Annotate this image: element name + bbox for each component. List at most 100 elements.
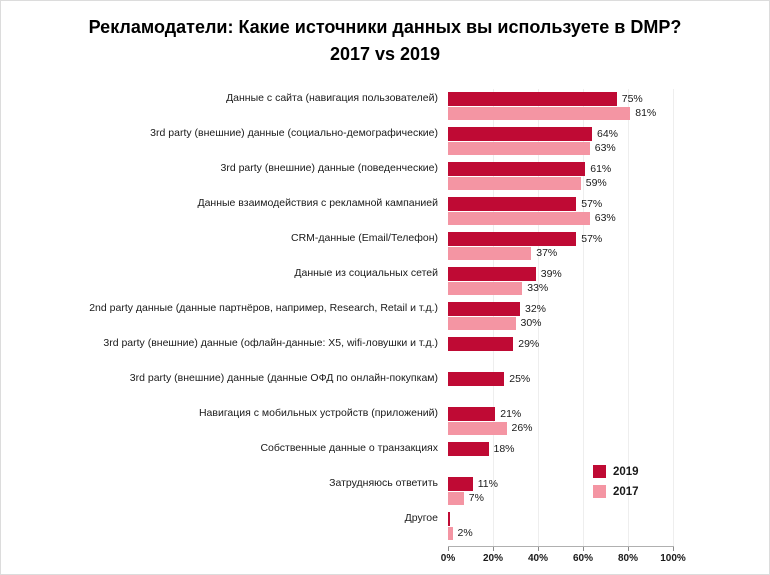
value-label: 26% <box>511 422 533 435</box>
category-bars: 75% 81% <box>448 89 769 124</box>
category-bars: 29% <box>448 334 769 369</box>
gridline <box>673 89 674 546</box>
category-label: Данные с сайта (навигация пользователей) <box>226 92 438 104</box>
value-label: 21% <box>500 407 522 420</box>
category-row: 3rd party (внешние) данные (поведенчески… <box>1 159 769 194</box>
category-row: 3rd party (внешние) данные (данные ОФД п… <box>1 369 769 404</box>
bar-line-2019: 57% <box>448 197 769 211</box>
category-label: 3rd party (внешние) данные (социально-де… <box>150 127 438 139</box>
chart-title-line1: Рекламодатели: Какие источники данных вы… <box>88 17 682 37</box>
bar-line-2017: 37% <box>448 246 769 260</box>
category-row: CRM-данные (Email/Телефон) 57% 37% <box>1 229 769 264</box>
value-label: 57% <box>581 197 603 210</box>
category-label: 3rd party (внешние) данные (офлайн-данны… <box>103 337 438 349</box>
value-label: 25% <box>509 372 531 385</box>
bar-2019 <box>448 162 586 176</box>
bar-2019 <box>448 232 577 246</box>
bar-line-2019 <box>448 512 769 526</box>
value-label: 57% <box>581 232 603 245</box>
value-label: 18% <box>493 442 515 455</box>
bar-2017 <box>448 491 464 505</box>
bar-2019 <box>448 302 520 316</box>
category-row: 3rd party (внешние) данные (офлайн-данны… <box>1 334 769 369</box>
bar-line-2017: 59% <box>448 176 769 190</box>
gridline <box>628 89 629 546</box>
legend-item-2019: 2019 <box>593 465 639 478</box>
bar-2019 <box>448 92 617 106</box>
value-label: 75% <box>621 92 643 105</box>
category-row: 2nd party данные (данные партнёров, напр… <box>1 299 769 334</box>
bar-line-2019: 61% <box>448 162 769 176</box>
category-label: 3rd party (внешние) данные (данные ОФД п… <box>129 372 438 384</box>
value-label: 39% <box>540 267 562 280</box>
axis-tick <box>493 547 494 551</box>
bar-2019 <box>448 197 577 211</box>
axis-tick <box>673 547 674 551</box>
bar-2019 <box>448 407 496 421</box>
value-label: 64% <box>597 127 619 140</box>
category-label: Собственные данные о транзакциях <box>260 442 438 454</box>
axis-tick <box>448 547 449 551</box>
category-bars: 2% <box>448 509 769 544</box>
category-bars: 32% 30% <box>448 299 769 334</box>
bar-2019 <box>448 127 592 141</box>
bar-2017 <box>448 211 590 225</box>
legend-swatch-2019 <box>593 465 606 478</box>
bar-2019 <box>448 442 489 456</box>
bar-line-2019: 25% <box>448 372 769 386</box>
axis-tick-label: 100% <box>660 553 686 564</box>
bar-line-2019: 57% <box>448 232 769 246</box>
chart-title: Рекламодатели: Какие источники данных вы… <box>1 14 769 68</box>
chart-title-line2: 2017 vs 2019 <box>329 44 441 64</box>
value-label: 11% <box>477 477 498 490</box>
legend-label-2017: 2017 <box>613 485 639 498</box>
bar-2019 <box>448 372 505 386</box>
bar-2017 <box>448 176 581 190</box>
category-bars: 18% <box>448 439 769 474</box>
bar-line-2019: 64% <box>448 127 769 141</box>
bar-2017 <box>448 281 523 295</box>
category-label: Данные взаимодействия с рекламной кампан… <box>197 197 438 209</box>
axis-tick-label: 0% <box>440 553 456 564</box>
bar-2017 <box>448 316 516 330</box>
value-label: 63% <box>594 142 616 155</box>
bar-line-2019: 39% <box>448 267 769 281</box>
gridline <box>538 89 539 546</box>
bar-line-2019: 11% <box>448 477 769 491</box>
value-label: 30% <box>520 317 542 330</box>
axis-tick <box>628 547 629 551</box>
category-bars: 21% 26% <box>448 404 769 439</box>
category-row: Данные из социальных сетей 39% 33% <box>1 264 769 299</box>
bar-2019 <box>448 512 451 526</box>
gridline <box>583 89 584 546</box>
category-row: Затрудняюсь ответить 11% 7% <box>1 474 769 509</box>
bar-2017 <box>448 526 453 540</box>
bar-line-2017: 63% <box>448 211 769 225</box>
category-row: Данные с сайта (навигация пользователей)… <box>1 89 769 124</box>
bar-2017 <box>448 106 631 120</box>
value-label: 61% <box>590 162 612 175</box>
bar-line-2017: 26% <box>448 421 769 435</box>
value-label: 32% <box>525 302 547 315</box>
bar-chart: Данные с сайта (навигация пользователей)… <box>1 89 769 544</box>
value-label: 81% <box>635 107 657 120</box>
value-label: 2% <box>457 527 473 540</box>
category-bars: 11% 7% <box>448 474 769 509</box>
bar-2019 <box>448 267 536 281</box>
value-label: 29% <box>518 337 540 350</box>
value-label: 63% <box>594 212 616 225</box>
axis-tick-label: 20% <box>482 553 504 564</box>
bar-line-2019: 29% <box>448 337 769 351</box>
bar-line-2017: 2% <box>448 526 769 540</box>
bar-2017 <box>448 246 532 260</box>
bar-line-2017: 7% <box>448 491 769 505</box>
bar-line-2019: 75% <box>448 92 769 106</box>
category-label: 2nd party данные (данные партнёров, напр… <box>89 302 438 314</box>
bar-2019 <box>448 477 473 491</box>
bar-line-2017: 33% <box>448 281 769 295</box>
category-bars: 39% 33% <box>448 264 769 299</box>
legend-item-2017: 2017 <box>593 485 639 498</box>
category-bars: 25% <box>448 369 769 404</box>
value-label: 37% <box>536 247 558 260</box>
